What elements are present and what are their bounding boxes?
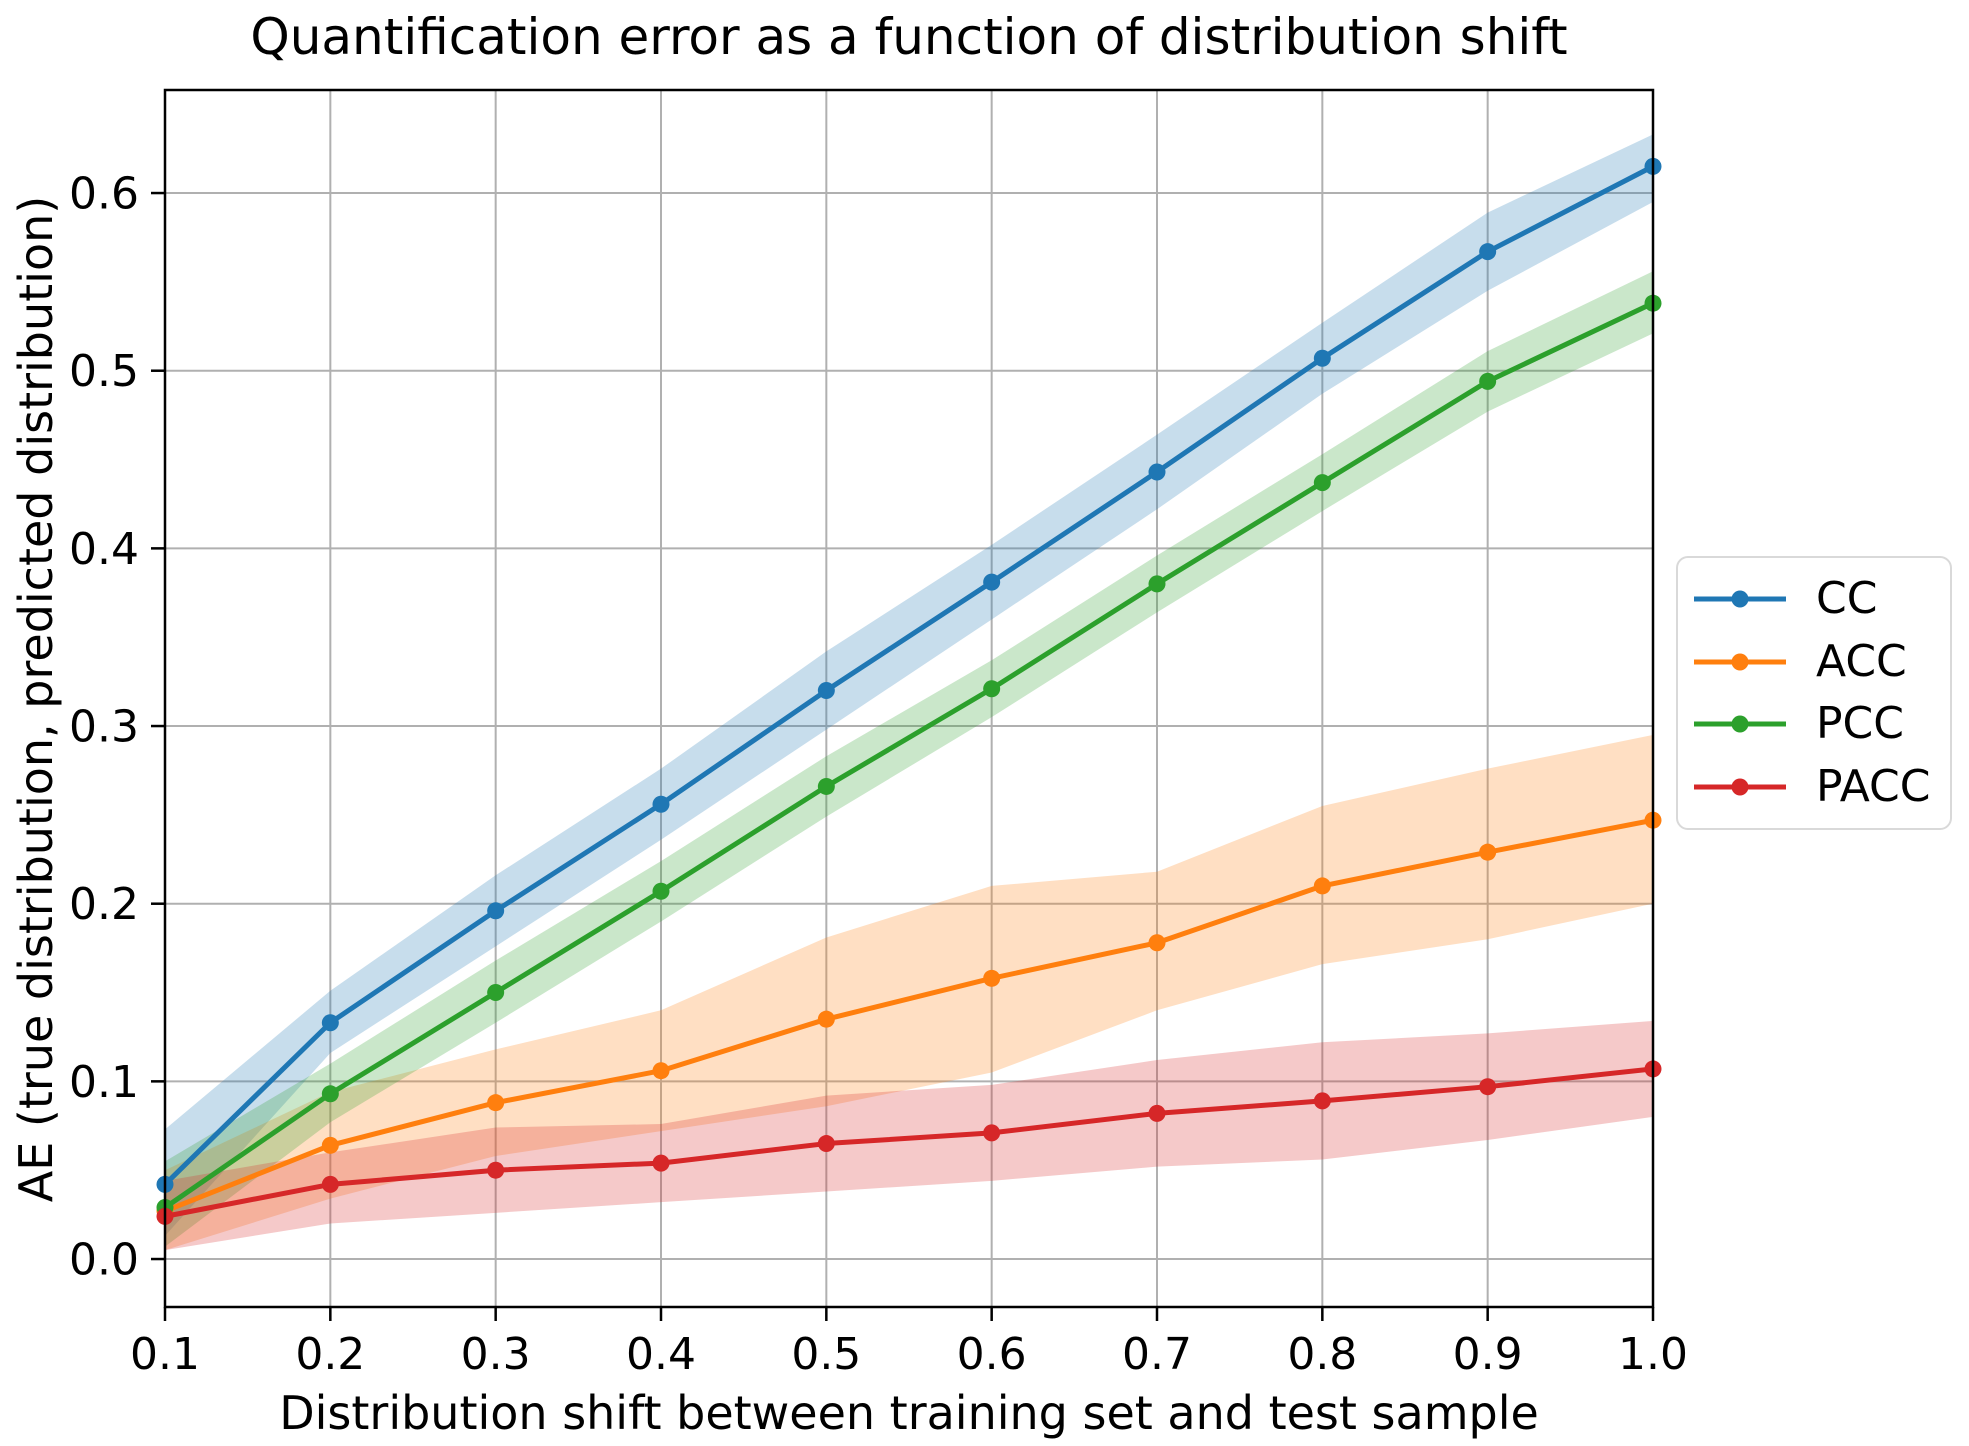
y-axis-label: AE (true distribution, predicted distrib… (9, 195, 63, 1202)
plot-frame (163, 88, 1655, 1309)
x-tick-label: 0.7 (1122, 1329, 1192, 1380)
legend: CC ACC PCC PACC (1676, 556, 1952, 830)
data-point-PACC (817, 1135, 835, 1153)
legend-item-PACC: PACC (1678, 760, 1950, 812)
data-point-PCC (1479, 372, 1497, 390)
data-point-ACC (321, 1136, 339, 1154)
series-lines (156, 157, 1662, 1225)
confidence-band-ACC (165, 734, 1653, 1251)
data-point-CC (1479, 243, 1497, 261)
data-point-ACC (817, 1010, 835, 1028)
legend-swatch-PCC (1694, 715, 1786, 733)
data-point-ACC (1479, 843, 1497, 861)
data-point-PCC (1313, 474, 1331, 492)
data-point-PCC (652, 882, 670, 900)
confidence-band-PACC (165, 1020, 1653, 1251)
legend-item-PCC: PCC (1678, 702, 1950, 746)
y-tick-label: 0.5 (69, 346, 139, 397)
x-tick-label: 0.6 (957, 1329, 1027, 1380)
x-tick-label: 0.5 (791, 1329, 861, 1380)
y-tick-label: 0.6 (69, 168, 139, 219)
data-point-ACC (983, 969, 1001, 987)
series-line-ACC (162, 817, 1656, 1214)
x-tick-label: 0.3 (461, 1329, 531, 1380)
data-point-CC (983, 573, 1001, 591)
data-point-PACC (1148, 1104, 1166, 1122)
series-line-PCC (162, 300, 1656, 1211)
data-point-PCC (817, 777, 835, 795)
data-point-PCC (983, 680, 1001, 698)
axis-ticks: 0.1 0.2 0.3 0.4 0.5 0.6 0.7 0.8 0.9 1.0 0.0 0.1 0.2 0… (69, 168, 1688, 1380)
series-line-CC (162, 163, 1656, 1187)
data-point-ACC (652, 1062, 670, 1080)
data-point-CC (487, 902, 505, 920)
y-tick-label: 0.3 (69, 701, 139, 752)
data-point-PACC (983, 1124, 1001, 1142)
confidence-band-PCC (165, 271, 1653, 1247)
data-point-PCC (1148, 575, 1166, 593)
data-point-PACC (487, 1161, 505, 1179)
data-point-PCC (321, 1085, 339, 1103)
x-tick-label: 1.0 (1618, 1329, 1688, 1380)
legend-label: ACC (1816, 635, 1907, 687)
x-tick-label: 0.2 (295, 1329, 365, 1380)
confidence-bands (165, 134, 1653, 1251)
y-tick-label: 0.0 (69, 1234, 139, 1285)
data-point-ACC (1313, 877, 1331, 895)
x-tick-label: 0.9 (1453, 1329, 1523, 1380)
legend-swatch-CC (1694, 590, 1786, 608)
data-point-ACC (1148, 934, 1166, 952)
legend-label: PCC (1816, 698, 1904, 750)
confidence-band-CC (165, 134, 1653, 1236)
data-point-PCC (487, 984, 505, 1002)
data-point-PACC (1479, 1078, 1497, 1096)
data-point-PACC (652, 1154, 670, 1172)
data-point-CC (321, 1014, 339, 1032)
legend-label: PACC (1816, 760, 1931, 812)
x-tick-label: 0.1 (130, 1329, 200, 1380)
y-axis-label-wrap: AE (true distribution, predicted distrib… (0, 90, 72, 1307)
data-point-CC (1313, 349, 1331, 367)
legend-swatch-PACC (1694, 778, 1786, 796)
x-tick-label: 0.8 (1287, 1329, 1357, 1380)
data-point-CC (1148, 463, 1166, 481)
series-line-PACC (162, 1066, 1656, 1219)
data-point-CC (652, 795, 670, 813)
data-point-PACC (1313, 1092, 1331, 1110)
y-tick-label: 0.4 (69, 524, 139, 575)
data-point-ACC (487, 1094, 505, 1112)
data-point-CC (817, 682, 835, 700)
legend-label: CC (1816, 573, 1878, 625)
data-point-PACC (321, 1175, 339, 1193)
y-tick-label: 0.1 (69, 1057, 139, 1108)
legend-item-ACC: ACC (1678, 635, 1950, 687)
chart-title: Quantification error as a function of di… (250, 8, 1568, 66)
x-tick-label: 0.4 (626, 1329, 696, 1380)
y-tick-label: 0.2 (69, 879, 139, 930)
legend-swatch-ACC (1694, 653, 1786, 671)
legend-item-CC: CC (1678, 577, 1950, 621)
x-axis-label: Distribution shift between training set … (279, 1386, 1539, 1440)
